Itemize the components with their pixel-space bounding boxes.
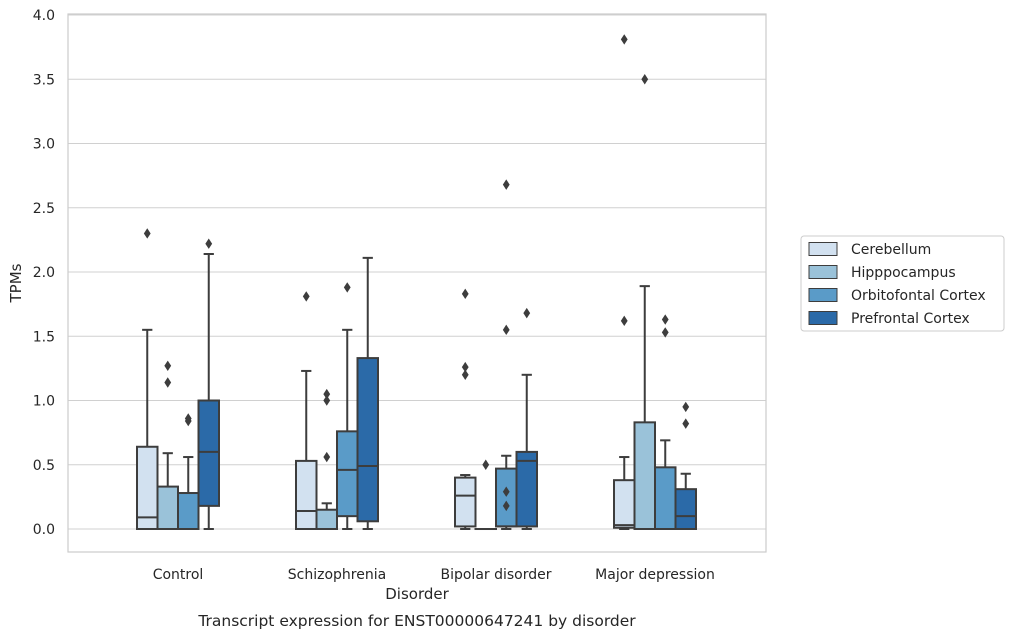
outlier-point [205, 238, 213, 249]
x-tick-label: Major depression [595, 567, 715, 583]
box-iqr [336, 430, 359, 518]
box-iqr [156, 485, 179, 530]
box-cerebellum [454, 288, 477, 530]
box-iqr [654, 466, 677, 531]
outlier-point [323, 395, 331, 406]
outlier-point [502, 500, 510, 512]
legend-swatch [808, 242, 838, 256]
x-tick-label: Control [153, 567, 204, 583]
box-orbitofontal-cortex [495, 179, 518, 530]
y-tick-label: 1.5 [33, 329, 55, 345]
y-tick-label: 0.0 [33, 522, 55, 538]
box-iqr [515, 450, 538, 528]
outlier-point [164, 360, 172, 372]
outlier-point [502, 179, 510, 190]
chart-caption: Transcript expression for ENST0000064724… [197, 612, 636, 630]
outlier-point [682, 418, 690, 429]
box-iqr [495, 467, 518, 528]
box-iqr [295, 459, 318, 530]
box-prefrontal-cortex [197, 238, 220, 530]
outlier-point [641, 74, 649, 85]
x-axis-ticks: Control Schizophrenia Bipolar disorder Majo… [153, 567, 715, 583]
x-axis-label: Disorder [385, 585, 449, 603]
legend-label: Orbitofontal Cortex [851, 288, 986, 304]
box-iqr [197, 399, 220, 507]
box-cerebellum [136, 228, 159, 531]
box-iqr [356, 357, 379, 523]
plot-frame [67, 13, 767, 553]
box-iqr [633, 421, 656, 530]
legend-swatch [808, 311, 838, 325]
outlier-point [461, 369, 469, 380]
y-axis-ticks: 0.0 0.5 1.0 1.5 2.0 2.5 3.0 3.5 4.0 [33, 8, 55, 538]
outlier-point [661, 314, 669, 325]
outlier-point [343, 282, 351, 293]
box-iqr [674, 488, 697, 531]
outlier-point [620, 315, 628, 327]
box-iqr [177, 492, 200, 530]
outlier-point [323, 451, 331, 463]
y-tick-label: 0.5 [33, 458, 55, 474]
y-tick-label: 3.0 [33, 137, 55, 153]
box-orbitofontal-cortex [177, 413, 200, 530]
legend-swatch [808, 265, 838, 279]
box-hipppocampus [474, 459, 497, 531]
outlier-point [661, 327, 669, 338]
outlier-point [143, 228, 151, 239]
y-tick-label: 2.5 [33, 201, 55, 217]
outlier-point [302, 291, 310, 302]
outlier-point [164, 377, 172, 388]
box-prefrontal-cortex [674, 401, 697, 531]
box-iqr [454, 476, 477, 528]
x-tick-label: Bipolar disorder [440, 567, 551, 583]
box-iqr [315, 508, 338, 531]
outlier-point [502, 324, 510, 336]
y-tick-label: 2.0 [33, 265, 55, 281]
legend-frame [800, 235, 1005, 332]
box-cerebellum [295, 291, 318, 530]
outlier-point [323, 388, 331, 400]
y-tick-label: 4.0 [33, 8, 55, 24]
y-axis-label: TPMs [7, 263, 25, 303]
outlier-point [620, 34, 628, 45]
legend-label: Prefrontal Cortex [851, 311, 970, 327]
outlier-point [461, 288, 469, 300]
outlier-point [523, 307, 531, 319]
outlier-point [482, 459, 490, 470]
legend-label: Cerebellum [851, 242, 931, 258]
box-orbitofontal-cortex [336, 282, 359, 530]
box-prefrontal-cortex [515, 307, 538, 530]
box-cerebellum [613, 34, 636, 530]
outlier-point [461, 361, 469, 373]
x-tick-label: Schizophrenia [288, 567, 386, 583]
outlier-point [502, 486, 510, 497]
box-iqr [613, 479, 636, 529]
box-groups [136, 34, 697, 531]
outlier-point [184, 413, 192, 424]
y-tick-label: 1.0 [33, 394, 55, 410]
box-hipppocampus [315, 388, 338, 531]
legend-swatch [808, 288, 838, 302]
y-tick-label: 3.5 [33, 72, 55, 88]
outlier-point [682, 401, 690, 413]
box-prefrontal-cortex [356, 256, 379, 530]
legend-label: Hipppocampus [851, 265, 956, 281]
legend: Cerebellum Hipppocampus Orbitofontal Corte… [800, 235, 1005, 332]
